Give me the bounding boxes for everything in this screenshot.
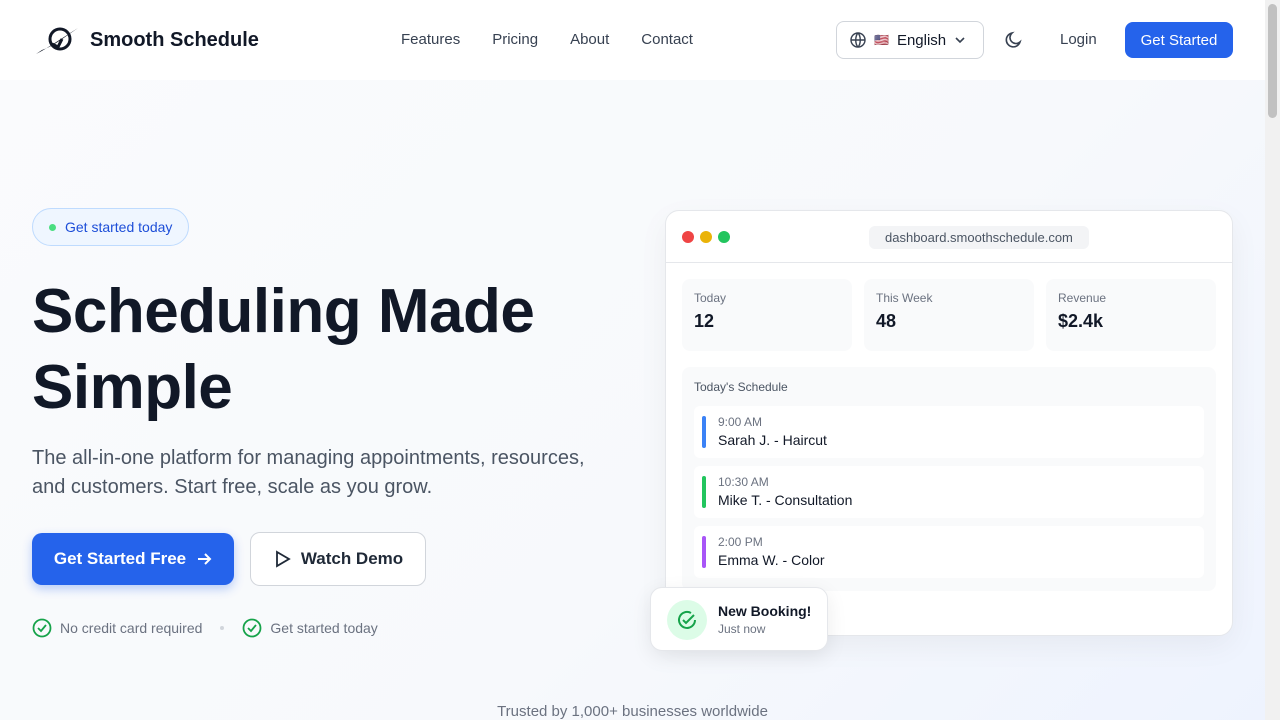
check-get-started: Get started today bbox=[270, 620, 378, 636]
trusted-by-text: Trusted by 1,000+ businesses worldwide bbox=[497, 703, 768, 720]
globe-icon bbox=[850, 32, 866, 48]
stat-value: 48 bbox=[876, 311, 897, 331]
brand-logo[interactable]: Smooth Schedule bbox=[34, 24, 259, 56]
get-started-button[interactable]: Get Started bbox=[1125, 22, 1233, 58]
schedule-item: 9:00 AM Sarah J. - Haircut bbox=[694, 406, 1204, 458]
check-circle-icon bbox=[667, 600, 707, 640]
dark-mode-toggle-moon-icon[interactable] bbox=[1004, 30, 1024, 50]
nav-contact[interactable]: Contact bbox=[641, 31, 693, 48]
us-flag-icon: 🇺🇸 bbox=[874, 33, 889, 47]
logo-icon bbox=[36, 27, 78, 54]
watch-demo-button[interactable]: Watch Demo bbox=[250, 532, 426, 586]
stat-value: $2.4k bbox=[1058, 311, 1104, 331]
language-label: English bbox=[896, 31, 947, 49]
stat-label: This Week bbox=[876, 291, 933, 305]
title-line-1: Scheduling Made bbox=[32, 277, 535, 346]
check-no-credit-card: No credit card required bbox=[60, 620, 203, 636]
maximize-dot bbox=[718, 231, 730, 243]
new-booking-toast: New Booking! Just now bbox=[650, 587, 828, 651]
color-bar bbox=[702, 416, 706, 448]
item-name: Mike T. - Consultation bbox=[718, 492, 853, 508]
arrow-right-icon bbox=[198, 553, 212, 565]
toast-title: New Booking! bbox=[718, 603, 812, 619]
schedule-item: 2:00 PM Emma W. - Color bbox=[694, 526, 1204, 578]
minimize-dot bbox=[700, 231, 712, 243]
stat-today: Today 12 bbox=[682, 279, 852, 351]
title-line-2: Simple bbox=[32, 353, 233, 422]
close-dot bbox=[682, 231, 694, 243]
item-name: Emma W. - Color bbox=[718, 552, 825, 568]
stat-label: Today bbox=[694, 291, 727, 305]
schedule-title: Today's Schedule bbox=[694, 380, 788, 394]
scrollbar-thumb[interactable] bbox=[1268, 4, 1277, 118]
stat-revenue: Revenue $2.4k bbox=[1046, 279, 1216, 351]
nav-features[interactable]: Features bbox=[401, 31, 461, 48]
hero-badge: Get started today bbox=[32, 208, 190, 246]
item-time: 10:30 AM bbox=[718, 475, 769, 489]
language-selector[interactable]: 🇺🇸 English bbox=[836, 21, 984, 59]
item-name: Sarah J. - Haircut bbox=[718, 432, 827, 448]
color-bar bbox=[702, 536, 706, 568]
login-link[interactable]: Login bbox=[1060, 31, 1097, 48]
badge-text: Get started today bbox=[65, 219, 173, 235]
nav-pricing[interactable]: Pricing bbox=[492, 31, 539, 48]
schedule-item: 10:30 AM Mike T. - Consultation bbox=[694, 466, 1204, 518]
color-bar bbox=[702, 476, 706, 508]
get-started-free-button[interactable]: Get Started Free bbox=[32, 533, 234, 585]
item-time: 2:00 PM bbox=[718, 535, 763, 549]
hero-title: Scheduling Made Simple bbox=[32, 274, 592, 426]
nav-about[interactable]: About bbox=[570, 31, 610, 48]
brand-name: Smooth Schedule bbox=[90, 28, 259, 51]
toast-subtitle: Just now bbox=[718, 622, 766, 636]
separator-dot bbox=[220, 626, 225, 630]
hero-subtitle: The all-in-one platform for managing app… bbox=[32, 447, 585, 498]
url-bar: dashboard.smoothschedule.com bbox=[869, 226, 1089, 249]
status-dot bbox=[49, 223, 56, 231]
item-time: 9:00 AM bbox=[718, 415, 763, 429]
play-icon bbox=[275, 550, 291, 568]
schedule-panel: Today's Schedule 9:00 AM Sarah J. - Hairc… bbox=[682, 367, 1216, 591]
stat-label: Revenue bbox=[1058, 291, 1107, 305]
stat-week: This Week 48 bbox=[864, 279, 1034, 351]
button-label: Get Started Free bbox=[53, 549, 187, 568]
scrollbar[interactable] bbox=[1265, 0, 1280, 720]
chevron-down-icon bbox=[955, 37, 965, 44]
check-circle-icon bbox=[243, 618, 262, 638]
stat-value: 12 bbox=[694, 311, 715, 331]
button-label: Watch Demo bbox=[300, 549, 404, 568]
dashboard-preview: dashboard.smoothschedule.com Today 12 Thi… bbox=[665, 210, 1233, 636]
browser-bar: dashboard.smoothschedule.com bbox=[666, 211, 1232, 263]
check-circle-icon bbox=[32, 618, 52, 638]
top-nav: Smooth Schedule Features Pricing About C… bbox=[0, 0, 1265, 80]
